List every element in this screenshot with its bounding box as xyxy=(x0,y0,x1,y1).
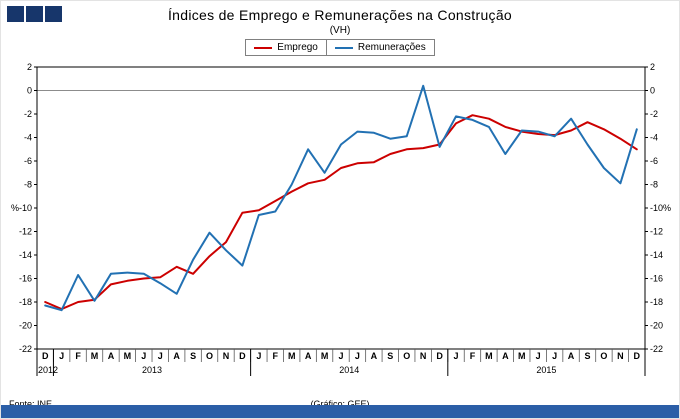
logo-square xyxy=(26,6,43,22)
svg-text:O: O xyxy=(403,351,410,361)
svg-text:F: F xyxy=(470,351,476,361)
svg-text:0: 0 xyxy=(650,86,655,96)
svg-text:S: S xyxy=(387,351,393,361)
svg-text:M: M xyxy=(124,351,132,361)
svg-text:J: J xyxy=(59,351,64,361)
svg-text:O: O xyxy=(206,351,213,361)
svg-text:F: F xyxy=(75,351,81,361)
svg-text:J: J xyxy=(141,351,146,361)
svg-text:-12: -12 xyxy=(19,227,32,237)
svg-text:A: A xyxy=(173,351,180,361)
svg-text:2: 2 xyxy=(27,62,32,72)
svg-text:A: A xyxy=(568,351,575,361)
svg-text:D: D xyxy=(239,351,246,361)
svg-text:-16: -16 xyxy=(19,274,32,284)
svg-text:J: J xyxy=(355,351,360,361)
svg-text:%-10: %-10 xyxy=(11,203,32,213)
remuneracoes-line-swatch xyxy=(334,46,353,49)
svg-text:A: A xyxy=(305,351,312,361)
svg-text:-6: -6 xyxy=(650,156,658,166)
svg-text:S: S xyxy=(584,351,590,361)
svg-text:A: A xyxy=(502,351,509,361)
svg-text:M: M xyxy=(485,351,493,361)
svg-text:2015: 2015 xyxy=(536,365,556,375)
svg-text:-22: -22 xyxy=(19,344,32,354)
svg-text:-20: -20 xyxy=(19,321,32,331)
svg-text:-22: -22 xyxy=(650,344,663,354)
svg-text:-18: -18 xyxy=(650,297,663,307)
svg-text:A: A xyxy=(371,351,378,361)
svg-text:2012: 2012 xyxy=(38,365,58,375)
svg-text:-18: -18 xyxy=(19,297,32,307)
svg-text:-4: -4 xyxy=(650,133,658,143)
chart-title: Índices de Emprego e Remunerações na Con… xyxy=(167,7,513,23)
svg-text:-4: -4 xyxy=(24,133,32,143)
svg-text:-2: -2 xyxy=(24,109,32,119)
logo-squares-icon xyxy=(7,6,62,22)
svg-text:-8: -8 xyxy=(24,180,32,190)
svg-text:-6: -6 xyxy=(24,156,32,166)
svg-text:J: J xyxy=(454,351,459,361)
logo-square xyxy=(7,6,24,22)
credit-note: (Gráfico: GEE) xyxy=(310,399,370,409)
svg-text:J: J xyxy=(158,351,163,361)
svg-text:J: J xyxy=(552,351,557,361)
svg-text:M: M xyxy=(321,351,329,361)
svg-text:2: 2 xyxy=(650,62,655,72)
svg-text:-12: -12 xyxy=(650,227,663,237)
svg-text:-8: -8 xyxy=(650,180,658,190)
line-chart: 2 2 0 0 -2 -2 -4 -4 -6 -6 -8 -8 %-10 -10% -12 -12 -14 -14… xyxy=(11,62,671,376)
svg-text:O: O xyxy=(600,351,607,361)
svg-text:J: J xyxy=(536,351,541,361)
svg-text:-10%: -10% xyxy=(650,203,671,213)
svg-text:N: N xyxy=(223,351,230,361)
svg-text:0: 0 xyxy=(27,86,32,96)
svg-text:J: J xyxy=(338,351,343,361)
svg-text:D: D xyxy=(436,351,443,361)
legend-item-emprego: Emprego xyxy=(245,39,327,56)
svg-text:D: D xyxy=(42,351,49,361)
legend-label: Remunerações xyxy=(357,42,426,53)
svg-text:M: M xyxy=(91,351,99,361)
svg-text:M: M xyxy=(288,351,296,361)
svg-text:D: D xyxy=(634,351,641,361)
svg-text:A: A xyxy=(108,351,115,361)
svg-text:2014: 2014 xyxy=(339,365,359,375)
svg-text:S: S xyxy=(190,351,196,361)
svg-text:-20: -20 xyxy=(650,321,663,331)
svg-text:M: M xyxy=(518,351,526,361)
chart-legend: Emprego Remunerações xyxy=(1,39,679,56)
legend-item-remuneracoes: Remunerações xyxy=(325,39,435,56)
svg-text:-14: -14 xyxy=(650,250,663,260)
svg-text:J: J xyxy=(256,351,261,361)
svg-text:-2: -2 xyxy=(650,109,658,119)
svg-text:-16: -16 xyxy=(650,274,663,284)
chart-area: 2 2 0 0 -2 -2 -4 -4 -6 -6 -8 -8 %-10 -10% -12 -12 -14 -14… xyxy=(1,57,679,402)
bottom-bar xyxy=(1,405,679,418)
svg-text:F: F xyxy=(273,351,279,361)
svg-text:-14: -14 xyxy=(19,250,32,260)
svg-text:2013: 2013 xyxy=(142,365,162,375)
svg-text:N: N xyxy=(420,351,427,361)
emprego-line-swatch xyxy=(254,46,273,49)
logo-square xyxy=(45,6,62,22)
legend-label: Emprego xyxy=(277,42,318,53)
chart-subtitle: (VH) xyxy=(329,25,351,36)
svg-text:N: N xyxy=(617,351,624,361)
source-note: Fonte: INE xyxy=(9,399,53,409)
